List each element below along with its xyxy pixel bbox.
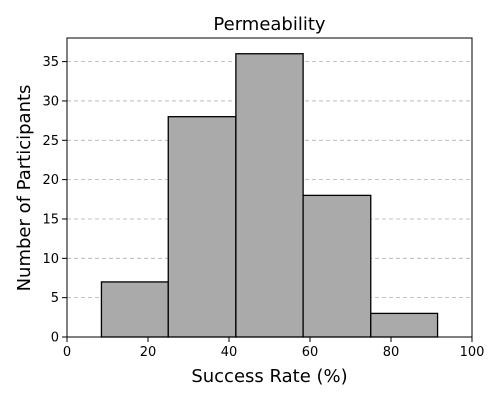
histogram-bar-5 xyxy=(370,312,439,338)
chart-title: Permeability xyxy=(213,14,325,35)
y-tick-label-10: 10 xyxy=(42,252,59,267)
y-tick-label-0: 0 xyxy=(51,331,59,346)
x-axis-label: Success Rate (%) xyxy=(191,366,347,387)
y-tick-label-30: 30 xyxy=(42,94,59,109)
y-axis-ticks: 0 5 10 15 20 25 30 35 xyxy=(42,55,67,346)
x-tick-label-0: 0 xyxy=(63,345,71,360)
y-tick-label-5: 5 xyxy=(51,291,59,306)
plot-frame xyxy=(66,37,473,338)
histogram-bar-1 xyxy=(100,281,169,338)
histogram-bar-3 xyxy=(235,53,304,338)
y-axis-label: Number of Participants xyxy=(14,85,35,292)
x-axis-ticks: 0 20 40 60 80 100 xyxy=(63,337,485,360)
x-tick-label-100: 100 xyxy=(460,345,485,360)
histogram-bar-2 xyxy=(167,116,237,338)
histogram-bars xyxy=(100,53,439,338)
x-tick-label-40: 40 xyxy=(221,345,238,360)
y-tick-label-15: 15 xyxy=(42,212,59,227)
x-tick-label-80: 80 xyxy=(383,345,400,360)
histogram-bar-4 xyxy=(302,194,372,338)
y-tick-label-35: 35 xyxy=(42,55,59,70)
grid-lines xyxy=(67,61,472,299)
y-tick-label-20: 20 xyxy=(42,173,59,188)
x-tick-label-60: 60 xyxy=(302,345,319,360)
y-tick-label-25: 25 xyxy=(42,134,59,149)
x-tick-label-20: 20 xyxy=(140,345,157,360)
